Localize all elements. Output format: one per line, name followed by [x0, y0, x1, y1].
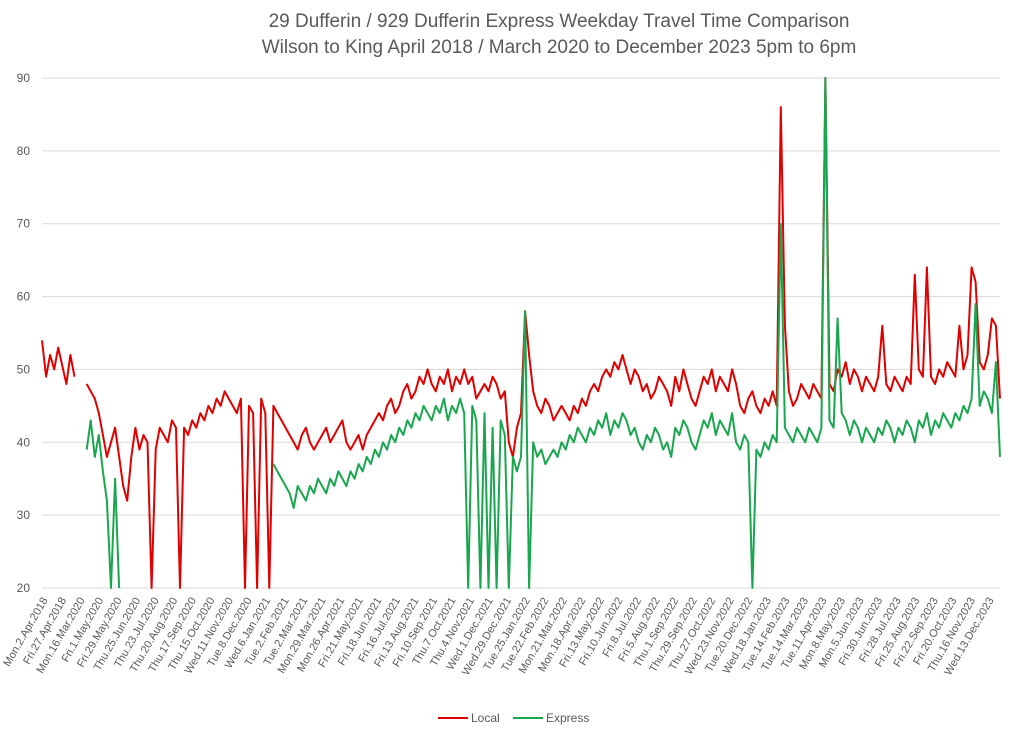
- y-tick-label: 90: [17, 71, 31, 85]
- series-express: [85, 77, 1001, 589]
- y-tick-label: 80: [17, 144, 31, 158]
- gridlines: [42, 77, 1000, 589]
- legend: Local Express: [438, 711, 589, 725]
- y-tick-label: 60: [17, 290, 31, 304]
- y-tick-label: 40: [17, 435, 31, 449]
- y-tick-label: 50: [17, 362, 31, 376]
- series-local: [41, 77, 1001, 589]
- legend-label-express: Express: [546, 711, 589, 725]
- series-line-local: [41, 77, 1001, 589]
- x-axis: Mon.2.Apr.2018Fri.27.Apr.2018Mon.16.Mar.…: [1, 595, 996, 677]
- y-axis: 20 30 40 50 60 70 80 90: [17, 71, 31, 595]
- plot-area: [41, 77, 1001, 589]
- series-line-express: [85, 77, 1001, 589]
- chart-subtitle: Wilson to King April 2018 / March 2020 t…: [262, 37, 857, 58]
- legend-label-local: Local: [471, 711, 500, 725]
- y-tick-label: 30: [17, 508, 31, 522]
- y-tick-label: 20: [17, 581, 31, 595]
- chart-title: 29 Dufferin / 929 Dufferin Express Weekd…: [269, 11, 850, 32]
- y-tick-label: 70: [17, 217, 31, 231]
